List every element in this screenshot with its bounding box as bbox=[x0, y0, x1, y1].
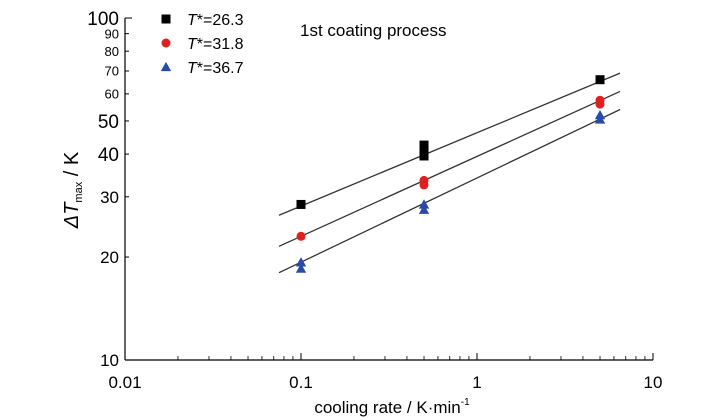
y-axis-title-main: ΔT bbox=[61, 201, 83, 229]
fit-line-3 bbox=[278, 108, 621, 274]
legend-label-value: *=36.7 bbox=[197, 60, 244, 77]
series-2-point bbox=[595, 95, 605, 105]
legend: T*=26.3T*=31.8T*=36.7 bbox=[160, 12, 244, 77]
fit-line-1 bbox=[278, 72, 621, 216]
y-axis-title-sub: max bbox=[73, 181, 85, 202]
y-tick-label: 10 bbox=[100, 351, 119, 370]
legend-label-1: T*=26.3 bbox=[187, 12, 244, 29]
y-tick-label: 80 bbox=[105, 44, 119, 59]
y-tick-label: 100 bbox=[87, 9, 119, 30]
x-tick-label: 1 bbox=[472, 373, 481, 392]
legend-label-value: *=31.8 bbox=[197, 36, 244, 53]
legend-marker-2 bbox=[161, 38, 171, 48]
chart-title: 1st coating process bbox=[300, 21, 446, 40]
legend-label-3: T*=36.7 bbox=[187, 60, 244, 77]
series-3-point bbox=[418, 199, 430, 209]
series-1-point bbox=[595, 75, 605, 85]
series-2-point bbox=[296, 231, 306, 241]
legend-label-italic: T bbox=[187, 60, 198, 77]
x-axis-title: cooling rate / K·min-1 bbox=[314, 397, 470, 417]
y-axis-title: ΔTmax / K bbox=[61, 151, 85, 229]
x-tick-label: 0.1 bbox=[289, 373, 313, 392]
data-points bbox=[295, 75, 606, 273]
series-2-point bbox=[419, 175, 429, 185]
y-tick-label: 60 bbox=[105, 87, 119, 102]
y-tick-label: 40 bbox=[98, 145, 119, 166]
y-tick-label: 70 bbox=[105, 64, 119, 79]
series-3-point bbox=[594, 109, 606, 120]
legend-label-italic: T bbox=[187, 36, 198, 53]
fit-lines bbox=[278, 72, 621, 274]
legend-marker-1 bbox=[161, 14, 171, 24]
legend-label-2: T*=31.8 bbox=[187, 36, 244, 53]
series-1-point bbox=[296, 199, 306, 209]
x-tick-label: 10 bbox=[644, 373, 663, 392]
series-3-point bbox=[295, 263, 307, 273]
series-1-point bbox=[419, 140, 429, 150]
legend-marker-3 bbox=[160, 61, 172, 72]
y-tick-label: 90 bbox=[105, 26, 119, 41]
x-axis-title-main: cooling rate / K·min bbox=[314, 398, 460, 417]
y-tick-label: 30 bbox=[100, 188, 119, 207]
legend-label-italic: T bbox=[187, 12, 198, 29]
y-tick-label: 50 bbox=[98, 112, 119, 133]
series-1-point bbox=[419, 145, 429, 155]
legend-label-value: *=26.3 bbox=[197, 12, 244, 29]
x-tick-label: 0.01 bbox=[108, 373, 141, 392]
series-3-point bbox=[418, 204, 430, 214]
x-axis-title-sup: -1 bbox=[461, 397, 470, 408]
y-axis-title-unit: / K bbox=[61, 151, 83, 182]
plot-frame bbox=[124, 18, 653, 361]
series-3-point bbox=[295, 257, 307, 267]
fit-line-2 bbox=[278, 90, 621, 247]
x-axis-ticks: 0.01 0.1 1 10 bbox=[108, 353, 662, 392]
series-1-point bbox=[419, 151, 429, 161]
y-tick-label: 20 bbox=[100, 248, 119, 267]
